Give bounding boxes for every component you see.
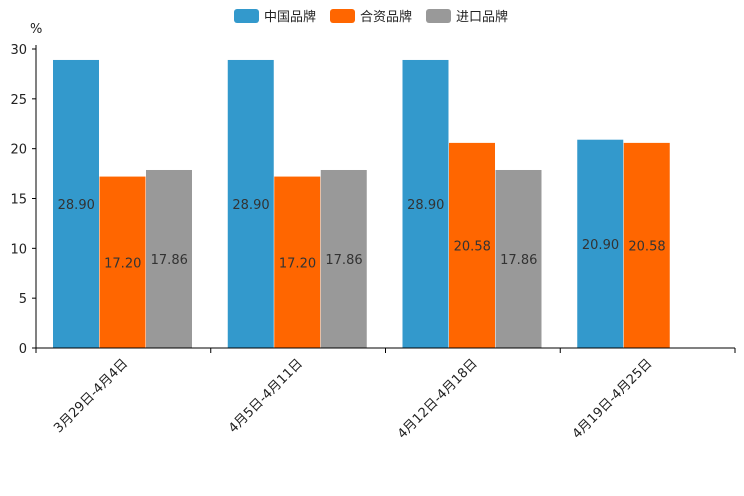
- bar-1-2: [227, 59, 274, 349]
- bar-2-1: [99, 176, 146, 348]
- data-label: 17.20: [104, 256, 141, 271]
- legend-swatch: [426, 9, 451, 23]
- y-tick-label: 10: [10, 242, 27, 257]
- y-axis: 0 5 10 15 20 25 30: [10, 43, 37, 357]
- data-label: 17.86: [151, 253, 188, 268]
- x-category-label: 4月12日-4月18日: [395, 356, 481, 442]
- data-label: 28.90: [407, 198, 444, 213]
- legend-label: 中国品牌: [264, 9, 316, 25]
- data-label: 20.58: [628, 239, 665, 254]
- data-label: 20.90: [582, 238, 619, 253]
- bar-1-1: [53, 59, 99, 349]
- x-category-label: 4月5日-4月11日: [226, 356, 306, 436]
- y-tick-label: 5: [19, 292, 27, 307]
- y-tick-label: 30: [10, 43, 27, 58]
- data-label: 17.86: [500, 253, 537, 268]
- x-category-label: 3月29日-4月4日: [51, 356, 131, 436]
- data-label: 28.90: [232, 198, 269, 213]
- bar-1-3: [402, 59, 449, 349]
- x-category-label: 4月19日-4月25日: [570, 356, 656, 442]
- x-axis: 3月29日-4月4日 4月5日-4月11日 4月12日-4月18日 4月19日-4月2…: [35, 347, 736, 442]
- data-labels: 28.90 17.20 17.86 28.90 17.20 17.86 28.90 20.58…: [58, 198, 666, 271]
- y-axis-unit-label: %: [30, 22, 42, 37]
- y-tick-label: 25: [10, 93, 27, 108]
- legend-label: 进口品牌: [456, 9, 508, 25]
- y-tick-label: 15: [10, 193, 27, 208]
- bar-3-3: [495, 169, 542, 348]
- data-label: 17.86: [325, 253, 362, 268]
- legend-label: 合资品牌: [360, 9, 412, 25]
- bar-2-4: [623, 142, 670, 348]
- legend-swatch: [234, 9, 259, 23]
- y-tick-label: 0: [19, 342, 27, 357]
- data-label: 20.58: [454, 239, 491, 254]
- bar-2-3: [449, 142, 495, 348]
- legend: 中国品牌 合资品牌 进口品牌: [234, 9, 508, 25]
- bar-1-4: [577, 139, 624, 348]
- bar-3-2: [320, 169, 367, 348]
- bars: [53, 59, 670, 349]
- data-label: 17.20: [279, 256, 316, 271]
- bar-2-2: [274, 176, 321, 348]
- legend-swatch: [330, 9, 355, 23]
- bar-3-1: [146, 169, 192, 348]
- data-label: 28.90: [58, 198, 95, 213]
- y-tick-label: 20: [10, 143, 27, 158]
